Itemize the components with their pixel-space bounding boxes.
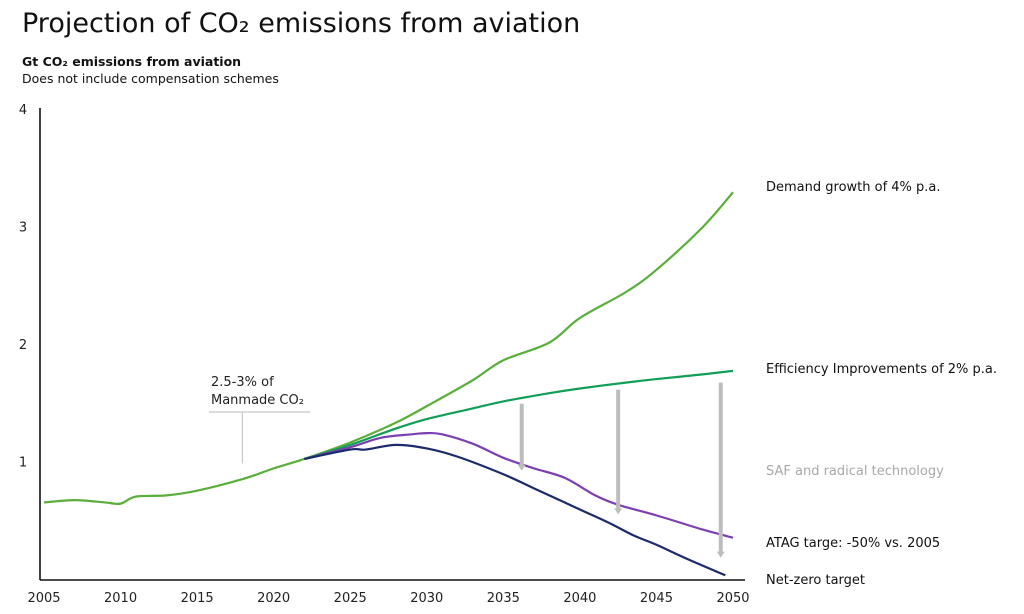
y-tick-label: 3	[19, 221, 27, 236]
arrow-head	[716, 551, 725, 558]
arrow-label: SAF and radical technology	[766, 464, 944, 479]
x-tick-label: 2035	[487, 591, 520, 606]
series-label: Efficiency Improvements of 2% p.a.	[766, 362, 997, 377]
y-axis-title: Gt CO₂ emissions from aviation	[22, 54, 242, 69]
y-tick-label: 1	[19, 456, 27, 471]
series-line	[43, 191, 734, 506]
x-tick-label: 2010	[104, 591, 137, 606]
x-tick-label: 2005	[27, 591, 60, 606]
x-tick-label: 2045	[640, 591, 673, 606]
series-label: ATAG targe: -50% vs. 2005	[766, 536, 940, 551]
arrow-head	[614, 508, 623, 515]
annotation-text: 2.5-3% of	[211, 375, 274, 390]
arrow-head	[517, 464, 526, 471]
x-tick-label: 2050	[716, 591, 749, 606]
x-tick-label: 2020	[257, 591, 290, 606]
x-tick-label: 2025	[334, 591, 367, 606]
series-label: Net-zero target	[766, 573, 865, 588]
x-tick-label: 2030	[410, 591, 443, 606]
annotation-text: Manmade CO₂	[211, 393, 304, 408]
y-tick-label: 2	[19, 338, 27, 353]
series-label: Demand growth of 4% p.a.	[766, 180, 941, 195]
x-tick-label: 2015	[181, 591, 214, 606]
series-line	[303, 369, 734, 461]
series-line	[304, 431, 734, 539]
series-line	[304, 443, 726, 577]
chart-note: Does not include compensation schemes	[22, 71, 279, 86]
chart-title: Projection of CO₂ emissions from aviatio…	[22, 8, 581, 39]
y-tick-label: 4	[19, 103, 27, 118]
x-tick-label: 2040	[563, 591, 596, 606]
